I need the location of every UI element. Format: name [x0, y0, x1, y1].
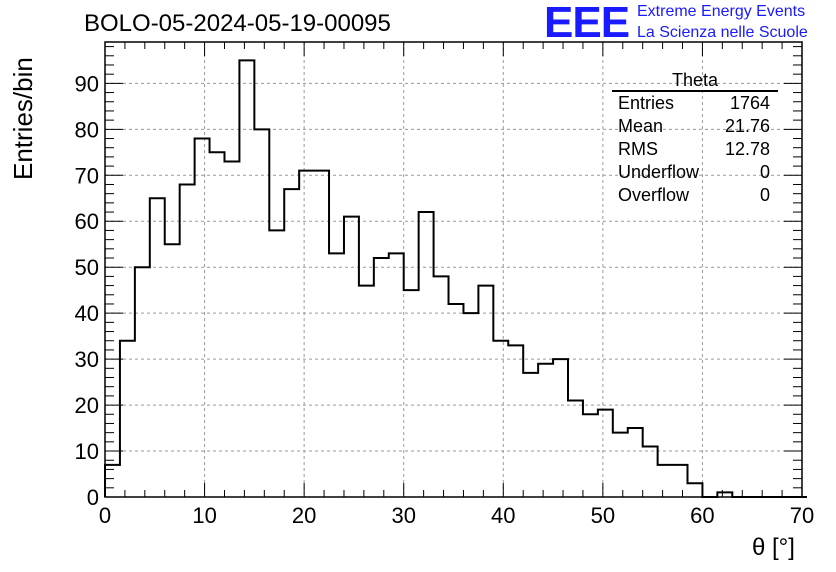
- stats-label: Entries: [618, 93, 675, 113]
- axis-ticks: [104, 42, 803, 498]
- x-axis-label: θ [°]: [752, 534, 795, 561]
- stats-row-overflow: Overflow 0: [612, 184, 778, 207]
- x-tick-label: 30: [391, 503, 415, 528]
- y-tick-label: 90: [75, 71, 99, 96]
- x-tick-label: 0: [99, 503, 111, 528]
- x-tick-label: 20: [292, 503, 316, 528]
- stats-row-entries: Entries 1764: [612, 92, 778, 115]
- y-tick-label: 70: [75, 163, 99, 188]
- y-tick-label: 20: [75, 393, 99, 418]
- x-tick-label: 70: [790, 503, 814, 528]
- y-tick-label: 40: [75, 301, 99, 326]
- y-tick-label: 0: [87, 485, 99, 510]
- logo-line-1: Extreme Energy Events: [637, 3, 806, 20]
- plot-frame: [104, 41, 803, 498]
- plot-title: BOLO-05-2024-05-19-00095: [84, 10, 391, 37]
- stats-label: RMS: [618, 139, 658, 159]
- y-tick-label: 10: [75, 439, 99, 464]
- stats-value: 1764: [729, 93, 770, 113]
- y-tick-label: 50: [75, 255, 99, 280]
- stats-row-underflow: Underflow 0: [612, 161, 778, 184]
- histogram-bins: [104, 59, 807, 498]
- stats-row-mean: Mean 21.76: [612, 115, 778, 138]
- x-tick-label: 40: [491, 503, 515, 528]
- y-tick-label: 80: [75, 117, 99, 142]
- y-tick-label: 60: [75, 209, 99, 234]
- grid-lines: [105, 42, 802, 497]
- stats-value: 0: [759, 185, 770, 205]
- stats-value: 21.76: [724, 116, 770, 136]
- stats-box: Theta Entries 1764 Mean 21.76 RMS 12.78 …: [612, 70, 778, 207]
- y-axis-label: Entries/bin: [8, 57, 38, 180]
- eee-logo: EEE: [544, 0, 630, 47]
- stats-value: 0: [759, 162, 770, 182]
- stats-value: 12.78: [724, 139, 770, 159]
- x-tick-label: 60: [690, 503, 714, 528]
- stats-label: Overflow: [618, 185, 690, 205]
- stats-label: Mean: [618, 116, 664, 136]
- stats-row-rms: RMS 12.78: [612, 138, 778, 161]
- stats-title: Theta: [612, 70, 778, 92]
- histogram-outline: [104, 59, 807, 498]
- tick-labels: 0 10 20 30 40 50 60 70 0 10 20 30 40 50 60 70 80 90: [75, 71, 815, 528]
- x-tick-label: 10: [192, 503, 216, 528]
- logo-line-2: La Scienza nelle Scuole: [637, 24, 808, 41]
- stats-label: Underflow: [618, 162, 700, 182]
- x-tick-label: 50: [591, 503, 615, 528]
- y-tick-label: 30: [75, 347, 99, 372]
